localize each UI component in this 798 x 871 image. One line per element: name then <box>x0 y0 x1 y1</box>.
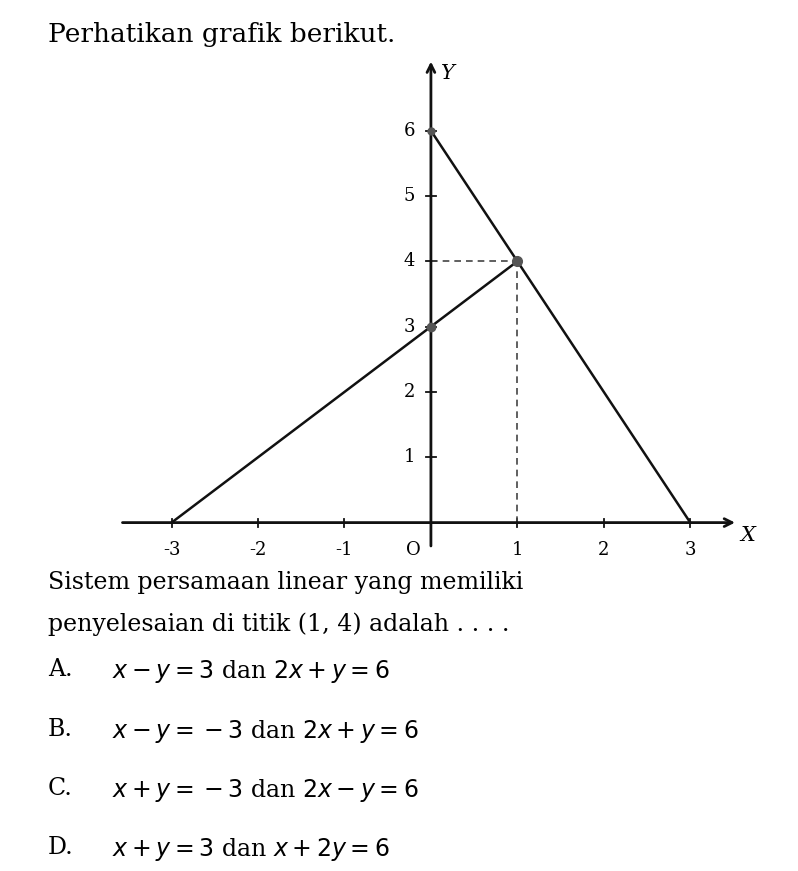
Text: Y: Y <box>441 64 455 83</box>
Text: $x - y = -3$ dan $2x + y = 6$: $x - y = -3$ dan $2x + y = 6$ <box>112 718 418 745</box>
Text: 4: 4 <box>404 253 415 270</box>
Text: 1: 1 <box>404 449 415 466</box>
Text: 2: 2 <box>598 541 610 559</box>
Text: 1: 1 <box>512 541 523 559</box>
Text: penyelesaian di titik (1, 4) adalah . . . .: penyelesaian di titik (1, 4) adalah . . … <box>48 612 509 636</box>
Text: -3: -3 <box>163 541 180 559</box>
Text: -1: -1 <box>336 541 354 559</box>
Text: A.: A. <box>48 658 73 681</box>
Text: Perhatikan grafik berikut.: Perhatikan grafik berikut. <box>48 22 395 47</box>
Text: 3: 3 <box>685 541 696 559</box>
Text: Sistem persamaan linear yang memiliki: Sistem persamaan linear yang memiliki <box>48 571 523 593</box>
Text: O: O <box>406 541 421 559</box>
Text: 3: 3 <box>404 318 415 335</box>
Text: B.: B. <box>48 718 73 740</box>
Text: 2: 2 <box>404 383 415 401</box>
Text: 6: 6 <box>404 122 415 139</box>
Text: X: X <box>741 526 755 545</box>
Text: C.: C. <box>48 777 73 800</box>
Text: $x + y = 3$ dan $x + 2y = 6$: $x + y = 3$ dan $x + 2y = 6$ <box>112 836 389 863</box>
Text: 5: 5 <box>404 187 415 205</box>
Text: $x + y = -3$ dan $2x - y = 6$: $x + y = -3$ dan $2x - y = 6$ <box>112 777 418 804</box>
Text: D.: D. <box>48 836 73 859</box>
Text: $x - y = 3$ dan $2x + y = 6$: $x - y = 3$ dan $2x + y = 6$ <box>112 658 389 685</box>
Text: -2: -2 <box>249 541 267 559</box>
